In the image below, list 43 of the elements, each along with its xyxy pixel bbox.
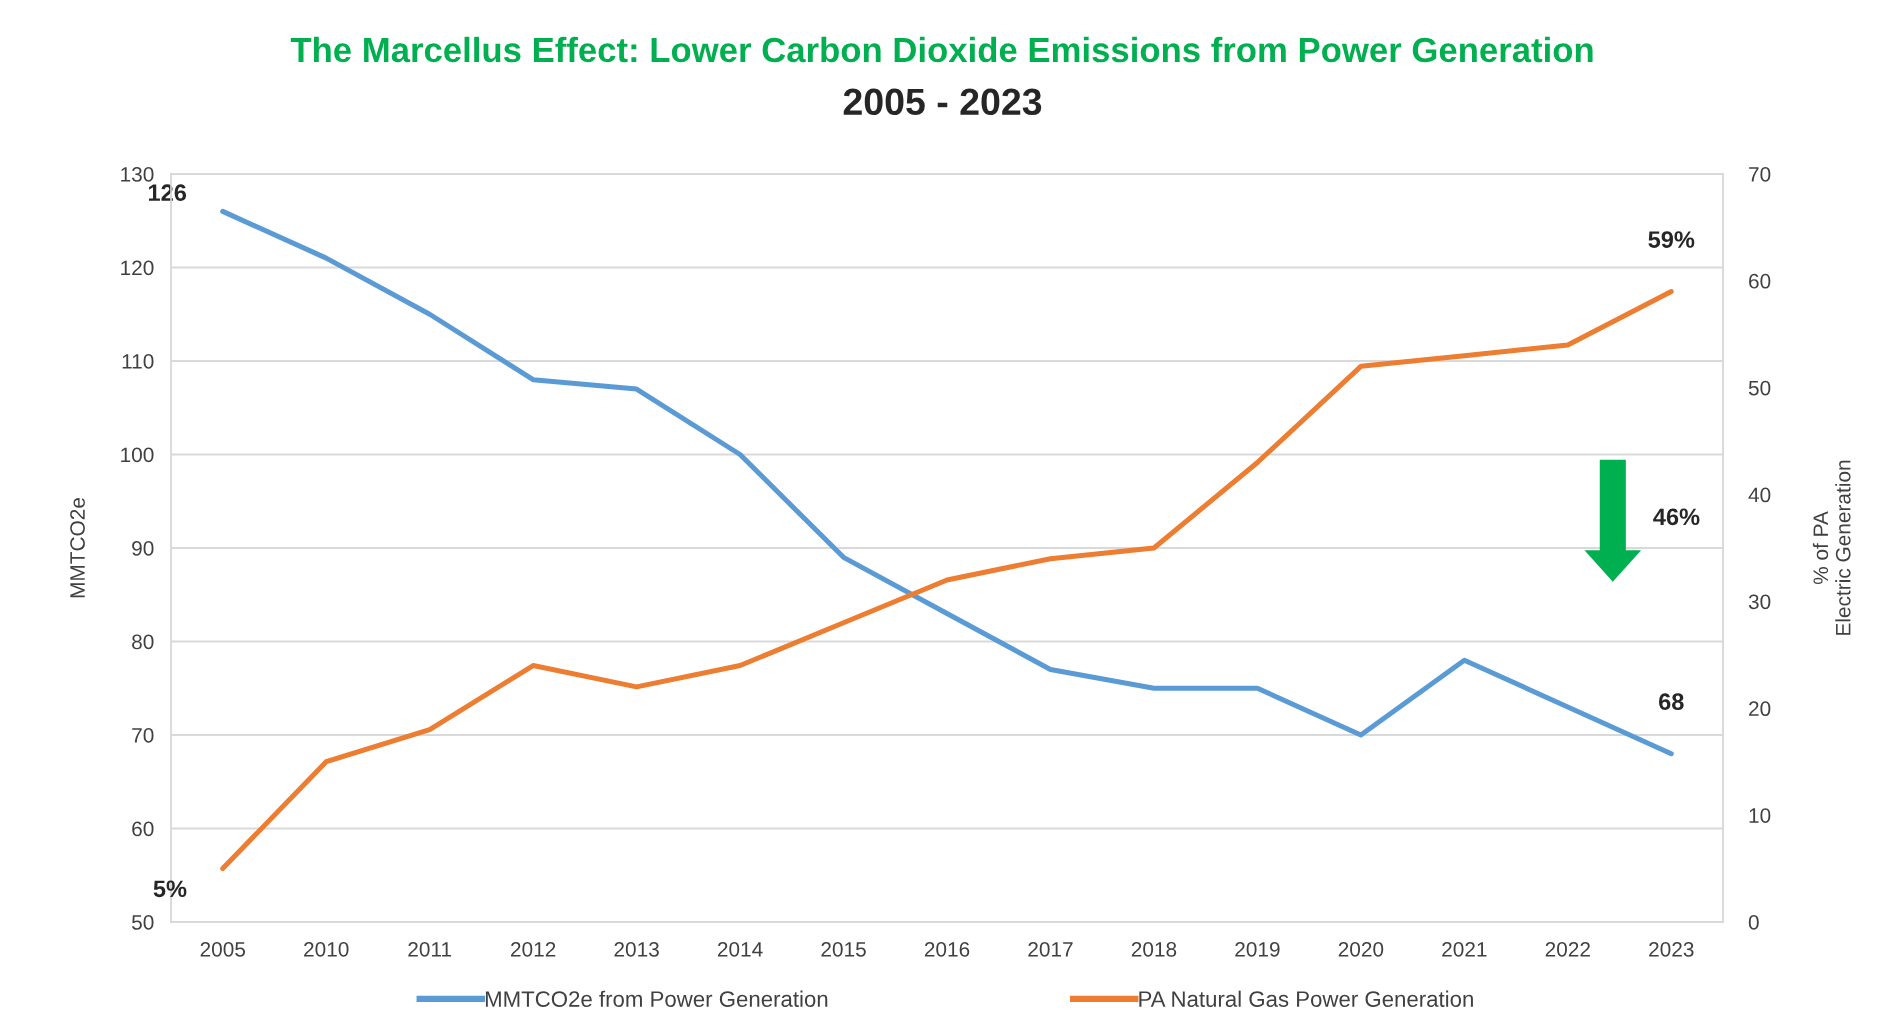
x-tick-label: 2012 [511, 941, 556, 957]
y2-tick-label: 20 [1749, 701, 1771, 717]
x-tick-label: 2014 [717, 941, 763, 957]
x-tick-label: 2019 [1235, 941, 1280, 957]
y-tick-label: 110 [122, 354, 154, 369]
y-tick-label: 130 [121, 167, 154, 182]
y2-tick-label: 0 [1748, 915, 1759, 930]
chart-subtitle: 2005 - 2023 [843, 88, 1042, 116]
data-label: 126 [148, 184, 187, 202]
y2-tick-label: 30 [1748, 594, 1771, 610]
y-tick-label: 60 [132, 821, 154, 837]
data-label: 5% [153, 880, 187, 898]
annotation: 46% [1653, 508, 1700, 526]
y2-tick-label: 60 [1749, 273, 1771, 289]
data-label: 59% [1648, 231, 1695, 248]
x-tick-label: 2016 [924, 941, 970, 957]
chart-title: The Marcellus Effect: Lower Carbon Dioxide Emissions from Power Generation [290, 36, 1593, 63]
x-tick-label: 2023 [1649, 941, 1694, 957]
y-tick-label: 70 [132, 728, 154, 743]
y2-tick-label: 70 [1749, 167, 1771, 182]
y-axis-title: MMTCO2e [70, 497, 85, 598]
y-tick-label: 100 [121, 447, 154, 463]
y-tick-label: 90 [132, 541, 154, 556]
x-tick-label: 2021 [1442, 941, 1487, 957]
data-label: 68 [1659, 693, 1684, 711]
y2-tick-label: 40 [1748, 487, 1771, 503]
y-tick-label: 120 [121, 260, 154, 276]
x-tick-label: 2022 [1545, 941, 1590, 957]
x-tick-label: 2005 [200, 941, 246, 957]
legend-label: MMTCO2e from Power Generation [485, 990, 828, 1007]
x-tick-label: 2015 [821, 941, 866, 957]
y2-tick-label: 10 [1749, 808, 1771, 823]
x-tick-label: 2017 [1028, 941, 1073, 957]
y-tick-label: 50 [132, 915, 154, 930]
y2-tick-label: 50 [1748, 380, 1771, 396]
legend-label: PA Natural Gas Power Generation [1139, 990, 1473, 1007]
x-tick-label: 2020 [1338, 941, 1384, 957]
x-tick-label: 2018 [1131, 941, 1177, 957]
x-tick-label: 2013 [614, 941, 659, 957]
x-tick-label: 2010 [304, 941, 349, 957]
y-tick-label: 80 [132, 634, 154, 650]
y2-axis-title: % of PA Electric Generation [1812, 460, 1851, 635]
x-tick-label: 2011 [408, 941, 452, 957]
